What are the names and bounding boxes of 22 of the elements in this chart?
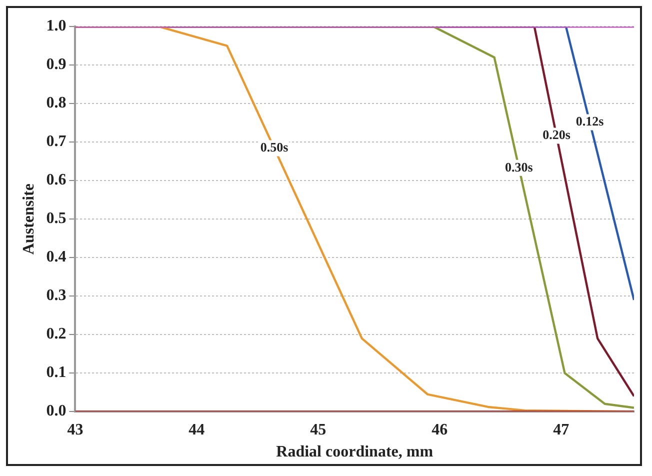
y-tick-label: 0.7 bbox=[46, 133, 66, 150]
x-tick-label: 46 bbox=[432, 421, 448, 438]
y-tick-label: 0.1 bbox=[46, 364, 66, 382]
y-tick-label: 0.4 bbox=[46, 248, 66, 266]
y-tick-label: 0.6 bbox=[46, 172, 66, 189]
y-tick-label: 0.3 bbox=[46, 287, 66, 304]
x-axis-title: Radial coordinate, mm bbox=[276, 444, 434, 461]
y-tick-label: 0.2 bbox=[46, 326, 66, 343]
y-tick-label: 0.9 bbox=[46, 56, 66, 74]
series-label: 0.30s bbox=[505, 159, 533, 174]
x-tick-label: 45 bbox=[310, 421, 326, 438]
x-tick-label: 44 bbox=[188, 421, 205, 438]
x-tick-label: 47 bbox=[553, 421, 570, 438]
x-tick-label: 43 bbox=[67, 421, 84, 438]
series-label: 0.20s bbox=[542, 127, 570, 142]
y-tick-label: 0.8 bbox=[46, 94, 66, 112]
y-tick-label: 0.0 bbox=[46, 402, 66, 420]
y-tick-label: 0.5 bbox=[46, 210, 66, 228]
y-axis-title: Austensite bbox=[20, 184, 38, 255]
series-label: 0.50s bbox=[260, 140, 288, 155]
y-tick-label: 1.0 bbox=[46, 18, 66, 35]
series-label: 0.12s bbox=[576, 114, 604, 129]
